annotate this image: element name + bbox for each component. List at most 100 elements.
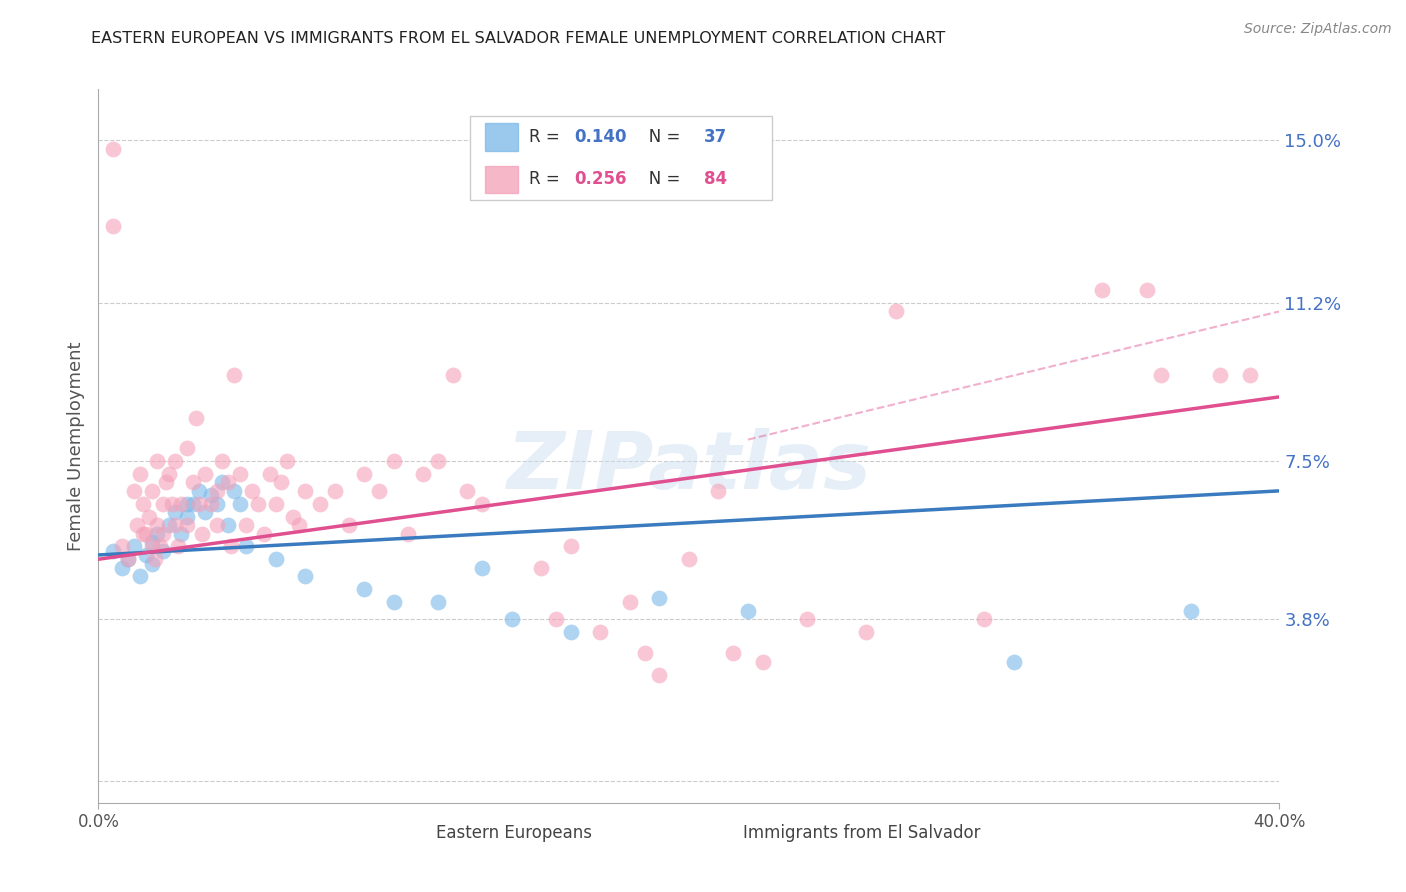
Point bbox=[165, 518, 187, 533]
Point bbox=[1209, 368, 1232, 383]
Point bbox=[135, 526, 157, 541]
Point bbox=[264, 552, 287, 566]
Point bbox=[165, 454, 187, 468]
Point bbox=[217, 518, 239, 533]
Point bbox=[157, 518, 180, 533]
Point bbox=[103, 219, 125, 233]
Point bbox=[353, 582, 375, 596]
Point bbox=[146, 518, 169, 533]
Point bbox=[205, 483, 228, 498]
Text: N =: N = bbox=[634, 128, 686, 146]
Point bbox=[648, 667, 671, 681]
Point bbox=[246, 497, 269, 511]
Point bbox=[1239, 368, 1261, 383]
Text: 0.140: 0.140 bbox=[575, 128, 627, 146]
Text: Eastern Europeans: Eastern Europeans bbox=[436, 824, 592, 842]
Point bbox=[205, 518, 228, 533]
Point bbox=[149, 540, 172, 554]
Point bbox=[162, 497, 183, 511]
Text: R =: R = bbox=[530, 128, 565, 146]
Point bbox=[368, 483, 391, 498]
Point bbox=[152, 526, 174, 541]
Point bbox=[235, 518, 257, 533]
Point bbox=[796, 612, 818, 626]
Text: Immigrants from El Salvador: Immigrants from El Salvador bbox=[744, 824, 981, 842]
Point bbox=[217, 475, 239, 490]
Point bbox=[224, 483, 246, 498]
Point bbox=[648, 591, 671, 605]
Point bbox=[1002, 655, 1025, 669]
Point bbox=[141, 540, 163, 554]
Text: Source: ZipAtlas.com: Source: ZipAtlas.com bbox=[1244, 22, 1392, 37]
Point bbox=[211, 454, 233, 468]
Point bbox=[205, 497, 228, 511]
Point bbox=[1180, 603, 1202, 617]
Point bbox=[427, 595, 450, 609]
Point bbox=[155, 475, 177, 490]
Point bbox=[157, 467, 180, 481]
Point bbox=[132, 497, 155, 511]
Point bbox=[224, 368, 246, 383]
Point bbox=[141, 557, 163, 571]
Text: EASTERN EUROPEAN VS IMMIGRANTS FROM EL SALVADOR FEMALE UNEMPLOYMENT CORRELATION : EASTERN EUROPEAN VS IMMIGRANTS FROM EL S… bbox=[91, 31, 946, 46]
Point bbox=[165, 505, 187, 519]
Point bbox=[141, 535, 163, 549]
Point bbox=[752, 655, 775, 669]
Point bbox=[253, 526, 276, 541]
Point bbox=[125, 518, 148, 533]
Point bbox=[194, 505, 217, 519]
Point bbox=[200, 488, 222, 502]
Point bbox=[135, 548, 157, 562]
Text: R =: R = bbox=[530, 170, 565, 188]
Point bbox=[398, 526, 420, 541]
Point bbox=[229, 467, 252, 481]
Point bbox=[117, 552, 139, 566]
Bar bbox=[485, 123, 517, 151]
Text: 37: 37 bbox=[704, 128, 727, 146]
Point bbox=[187, 483, 209, 498]
Point bbox=[457, 483, 479, 498]
Point bbox=[200, 497, 222, 511]
Point bbox=[427, 454, 450, 468]
Point bbox=[619, 595, 641, 609]
Point bbox=[560, 540, 582, 554]
Point bbox=[191, 526, 214, 541]
Point bbox=[170, 497, 193, 511]
Point bbox=[283, 509, 305, 524]
Point bbox=[221, 540, 243, 554]
Point bbox=[1136, 283, 1159, 297]
Point bbox=[184, 411, 207, 425]
Point bbox=[294, 569, 316, 583]
Point bbox=[288, 518, 311, 533]
Point bbox=[382, 595, 405, 609]
Point bbox=[382, 454, 405, 468]
Point bbox=[294, 483, 316, 498]
Point bbox=[122, 540, 145, 554]
Point bbox=[187, 497, 209, 511]
Point bbox=[170, 526, 193, 541]
Point bbox=[723, 646, 745, 660]
Point bbox=[353, 467, 375, 481]
Point bbox=[167, 540, 190, 554]
Point bbox=[441, 368, 464, 383]
Point bbox=[176, 509, 198, 524]
Point bbox=[141, 483, 163, 498]
Point bbox=[235, 540, 257, 554]
Point bbox=[128, 569, 150, 583]
Bar bbox=[405, 824, 427, 842]
Point bbox=[176, 441, 198, 455]
Point bbox=[276, 454, 298, 468]
Point bbox=[176, 497, 198, 511]
Point bbox=[194, 467, 217, 481]
Point bbox=[143, 552, 166, 566]
Text: N =: N = bbox=[634, 170, 686, 188]
Point bbox=[707, 483, 730, 498]
Point bbox=[339, 518, 361, 533]
Point bbox=[132, 526, 155, 541]
Point bbox=[211, 475, 233, 490]
Point bbox=[181, 475, 204, 490]
Point bbox=[560, 624, 582, 639]
Point bbox=[111, 540, 134, 554]
Point bbox=[146, 526, 169, 541]
Point bbox=[270, 475, 292, 490]
